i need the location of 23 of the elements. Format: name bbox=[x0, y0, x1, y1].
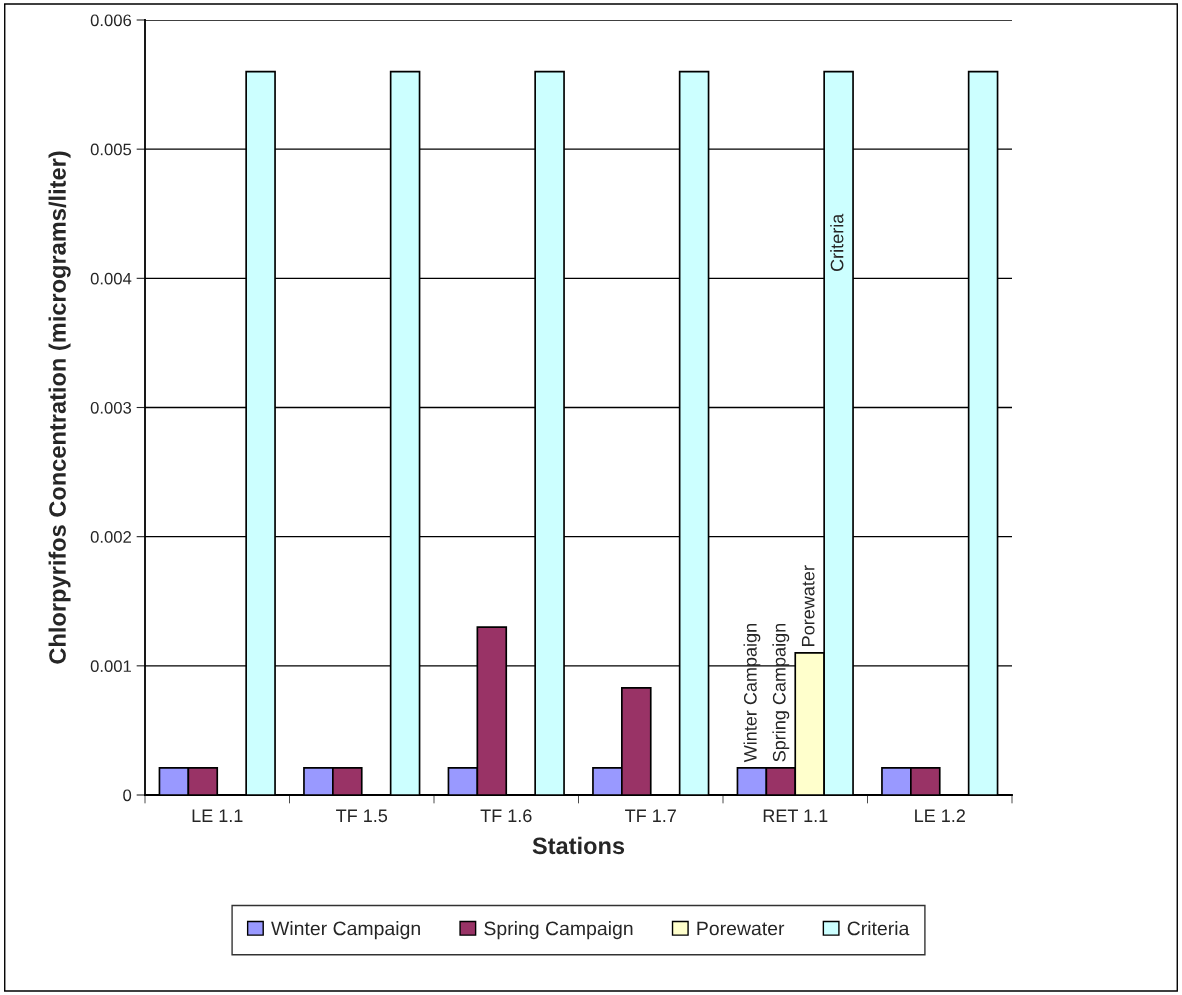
y-axis-title: Chlorpyrifos Concentration (micrograms/liter) bbox=[48, 151, 71, 664]
annotation: Winter Campaign bbox=[743, 624, 761, 763]
y-tick-label: 0 bbox=[123, 789, 132, 802]
legend-label: Winter Campaign bbox=[271, 921, 420, 940]
x-tick-label: TF 1.6 bbox=[480, 809, 532, 823]
x-tick-label: LE 1.2 bbox=[915, 809, 965, 822]
y-tick-label: 0.003 bbox=[90, 401, 132, 414]
annotation: Spring Campaign bbox=[772, 623, 790, 762]
legend-label: Spring Campaign bbox=[484, 921, 633, 940]
annotation: Porewater bbox=[801, 565, 815, 646]
x-tick-label: TF 1.7 bbox=[625, 809, 676, 822]
y-tick-label: 0.006 bbox=[90, 14, 132, 27]
y-tick-label: 0.004 bbox=[90, 272, 132, 285]
annotation: Criteria bbox=[830, 213, 844, 272]
y-tick-label: 0.005 bbox=[90, 143, 132, 156]
y-tick-label: 0.001 bbox=[90, 660, 131, 673]
legend-label: Porewater bbox=[697, 921, 785, 936]
x-tick-label: TF 1.5 bbox=[336, 809, 388, 823]
legend-label: Criteria bbox=[847, 921, 910, 936]
x-tick-label: LE 1.1 bbox=[192, 809, 243, 822]
x-axis-title: Stations bbox=[532, 836, 625, 855]
x-tick-label: RET 1.1 bbox=[763, 809, 828, 822]
y-tick-label: 0.002 bbox=[90, 531, 131, 543]
